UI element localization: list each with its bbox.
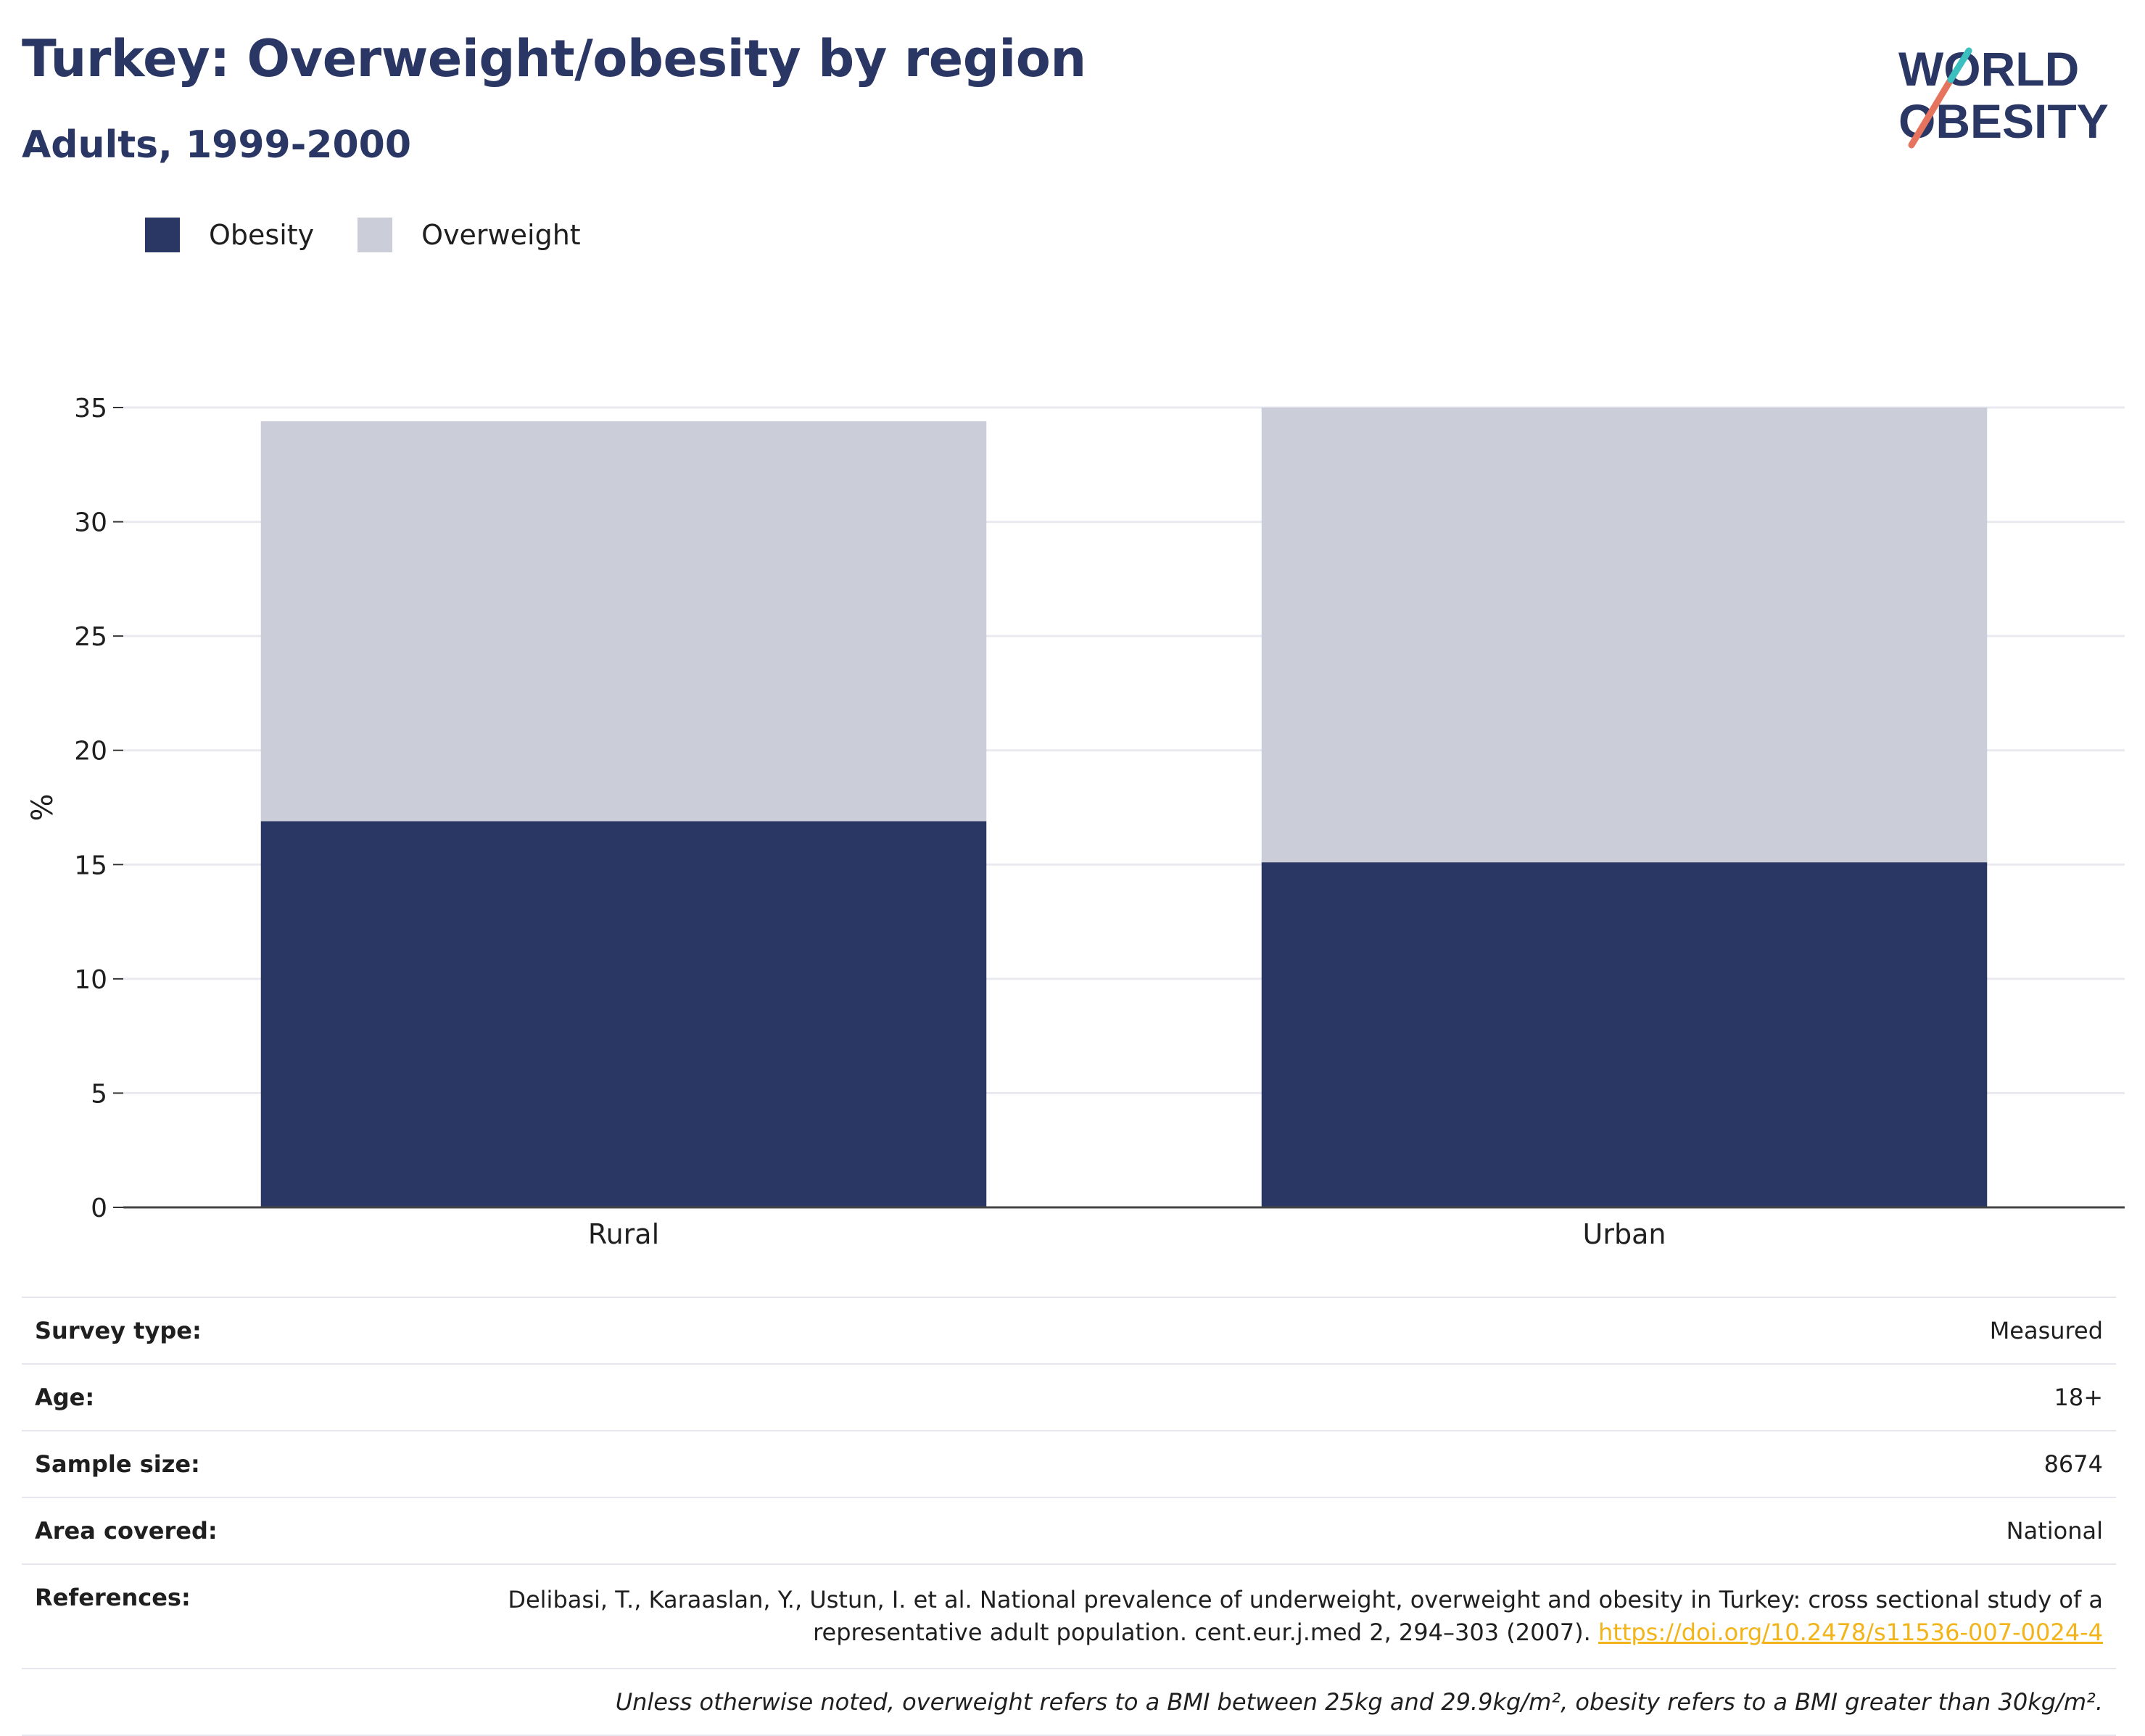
detail-row-references: References: Delibasi, T., Karaaslan, Y.,… [22, 1563, 2116, 1668]
bar-obesity-urban [1261, 862, 1988, 1207]
detail-row-area-covered: Area covered: National [22, 1497, 2116, 1563]
detail-row-age: Age: 18+ [22, 1363, 2116, 1430]
y-tick-label: 25 [74, 622, 107, 652]
detail-row-survey-type: Survey type: Measured [22, 1297, 2116, 1363]
world-obesity-logo: WORLD OBESITY [1898, 42, 2109, 149]
y-axis-label: % [26, 793, 59, 821]
bar-chart: 0 5 10 15 20 25 30 35 Rural Urban% [26, 394, 2125, 1250]
detail-label: Survey type: [35, 1317, 202, 1344]
reference-citation: Delibasi, T., Karaaslan, Y., Ustun, I. e… [508, 1586, 2103, 1646]
reference-text-block: Delibasi, T., Karaaslan, Y., Ustun, I. e… [435, 1584, 2103, 1649]
survey-details: Survey type: Measured Age: 18+ Sample si… [22, 1297, 2116, 1736]
detail-value: National [2006, 1517, 2103, 1545]
legend-item-obesity: Obesity [145, 218, 314, 252]
bar-obesity-rural [260, 821, 987, 1207]
y-tick-label: 20 [74, 737, 107, 766]
detail-label: Area covered: [35, 1517, 218, 1545]
detail-value: 8674 [2043, 1450, 2103, 1478]
chart-subtitle: Adults, 1999-2000 [22, 123, 412, 167]
x-tick-label: Urban [1583, 1218, 1666, 1250]
legend-label-obesity: Obesity [209, 219, 315, 251]
x-tick-label: Rural [588, 1218, 659, 1250]
legend-swatch-overweight [358, 218, 393, 252]
chart-title: Turkey: Overweight/obesity by region [22, 29, 1086, 88]
bmi-footnote: Unless otherwise noted, overweight refer… [22, 1667, 2116, 1736]
detail-label: Sample size: [35, 1450, 200, 1478]
y-tick-label: 5 [91, 1079, 107, 1109]
y-tick-label: 35 [74, 394, 107, 423]
doi-link[interactable]: https://doi.org/10.2478/s11536-007-0024-… [1598, 1618, 2103, 1646]
chart-legend: Obesity Overweight [145, 218, 624, 252]
bar-overweight-rural [260, 421, 987, 822]
legend-swatch-obesity [145, 218, 180, 252]
logo-line1: WORLD [1898, 42, 2079, 96]
legend-item-overweight: Overweight [358, 218, 581, 252]
legend-label-overweight: Overweight [421, 219, 581, 251]
detail-row-sample-size: Sample size: 8674 [22, 1430, 2116, 1497]
detail-label: Age: [35, 1384, 95, 1411]
logo-line2: OBESITY [1898, 94, 2109, 148]
detail-label: References: [35, 1584, 191, 1611]
detail-value: Measured [1989, 1317, 2103, 1344]
y-tick-label: 0 [91, 1194, 107, 1223]
y-tick-label: 10 [74, 965, 107, 995]
detail-value: 18+ [2054, 1384, 2103, 1411]
bar-overweight-urban [1261, 408, 1988, 863]
y-tick-label: 15 [74, 851, 107, 880]
y-tick-label: 30 [74, 508, 107, 538]
